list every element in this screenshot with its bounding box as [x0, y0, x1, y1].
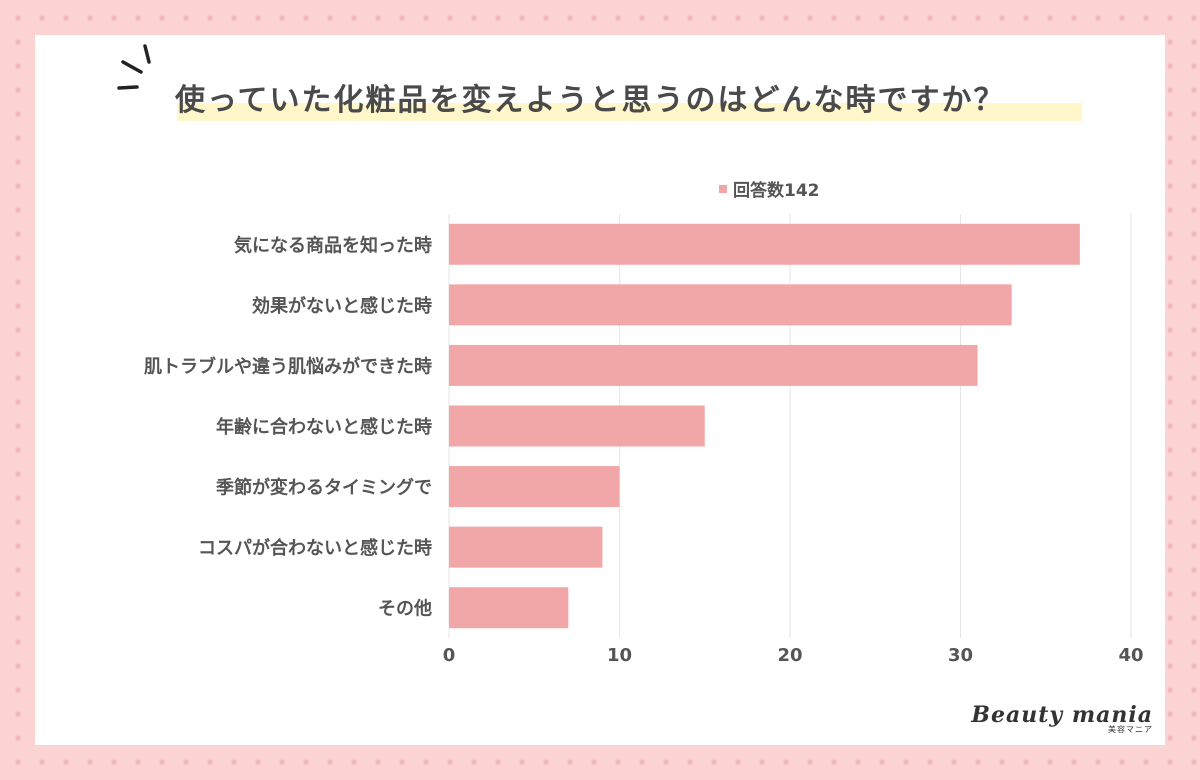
brand-logo: Beauty mania 美容マニア — [971, 702, 1153, 735]
bar — [449, 466, 620, 508]
bar — [449, 587, 569, 629]
bar — [449, 344, 978, 386]
category-label: 季節が変わるタイミングで — [216, 477, 432, 499]
x-tick-label: 40 — [1118, 645, 1143, 666]
category-label: 年齢に合わないと感じた時 — [216, 416, 432, 438]
category-label: 気になる商品を知った時 — [234, 234, 432, 256]
page-title: 使っていた化粧品を変えようと思うのはどんな時ですか？ — [175, 83, 1006, 118]
brand-name: Beauty mania — [971, 702, 1153, 728]
legend-label: 回答数142 — [733, 180, 820, 201]
category-label: コスパが合わないと感じた時 — [198, 537, 432, 559]
bar — [449, 223, 1080, 265]
x-tick-label: 10 — [607, 645, 632, 666]
x-tick-label: 0 — [443, 645, 456, 666]
x-tick-label: 20 — [777, 645, 802, 666]
title-area: 使っていた化粧品を変えようと思うのはどんな時ですか？ — [175, 75, 1105, 127]
sparkle-icon — [117, 44, 151, 90]
category-label: 肌トラブルや違う肌悩みができた時 — [144, 355, 432, 377]
bar — [449, 526, 603, 568]
brand-subtitle: 美容マニア — [1108, 725, 1153, 734]
bar — [449, 405, 705, 447]
chart-card: 使っていた化粧品を変えようと思うのはどんな時ですか？ Beauty mania … — [35, 35, 1165, 745]
x-tick-label: 30 — [948, 645, 973, 666]
bar — [449, 284, 1012, 326]
title-highlight — [177, 103, 1082, 121]
legend-swatch — [719, 185, 727, 193]
category-label: 効果がないと感じた時 — [252, 295, 432, 317]
category-label: その他 — [378, 598, 432, 620]
